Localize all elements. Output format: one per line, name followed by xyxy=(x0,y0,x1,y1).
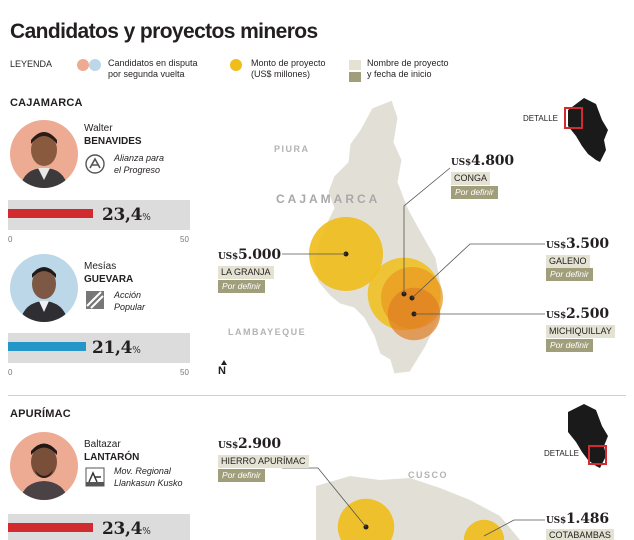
candidate-portrait-icon xyxy=(20,267,68,322)
candidate-portrait-icon xyxy=(20,443,68,500)
project-name-galeno: GALENO xyxy=(546,255,590,268)
project-amount-la-granja: US$5.000 xyxy=(218,247,281,263)
legend-date-swatch xyxy=(349,72,361,82)
project-date-conga: Por definir xyxy=(451,186,498,199)
project-amount-hierro-apurimac: US$2.900 xyxy=(218,436,281,452)
avatar-mesias-guevara xyxy=(10,254,78,322)
legend-blue-dot xyxy=(89,59,101,71)
axis-min: 0 xyxy=(8,368,13,377)
project-amount-michiquillay: US$2.500 xyxy=(546,306,609,322)
avatar-baltazar-lantaron xyxy=(10,432,78,500)
peru-detail-icon xyxy=(568,404,608,468)
leader-line-hierro xyxy=(282,467,367,528)
leader-line-cotabambas xyxy=(483,519,545,537)
project-amount-cotabambas: US$1.486 xyxy=(546,511,609,527)
project-amount-conga: US$4.800 xyxy=(451,153,514,169)
map-label-piura: PIURA xyxy=(274,144,310,154)
region-title-cajamarca: CAJAMARCA xyxy=(10,97,83,109)
candidate-party: Acción Popular xyxy=(114,290,146,312)
candidate-first-name: Walter xyxy=(84,123,113,134)
legend-gold-dot xyxy=(230,59,242,71)
map-label-lambayeque: LAMBAYEQUE xyxy=(228,327,307,337)
alianza-logo-icon xyxy=(85,154,105,174)
detalle-label: DETALLE xyxy=(523,114,558,123)
north-arrow-icon: N xyxy=(218,360,227,377)
legend-amount-text: Monto de proyecto (US$ millones) xyxy=(251,58,326,79)
vote-bar-fill xyxy=(8,523,93,532)
project-date-hierro-apurimac: Por definir xyxy=(218,469,265,482)
project-date-la-granja: Por definir xyxy=(218,280,265,293)
candidate-first-name: Mesías xyxy=(84,261,117,272)
project-date-michiquillay: Por definir xyxy=(546,339,593,352)
vote-value: 23,4% xyxy=(102,519,151,539)
candidate-last-name: BENAVIDES xyxy=(84,136,142,147)
axis-min: 0 xyxy=(8,235,13,244)
project-name-conga: CONGA xyxy=(451,172,491,185)
project-name-cotabambas: COTABAMBAS xyxy=(546,529,614,540)
leader-line-galeno xyxy=(411,243,545,299)
project-name-hierro-apurimac: HIERRO APURÍMAC xyxy=(218,455,309,468)
map-label-cajamarca: CAJAMARCA xyxy=(276,192,381,206)
project-name-michiquillay: MICHIQUILLAY xyxy=(546,325,615,338)
candidate-last-name: GUEVARA xyxy=(84,274,134,285)
peru-detail-icon xyxy=(568,98,608,162)
page-title: Candidatos y proyectos mineros xyxy=(10,20,318,43)
legend-name-swatch xyxy=(349,60,361,70)
vote-value: 23,4% xyxy=(102,205,151,225)
axis-max: 50 xyxy=(180,368,189,377)
vote-bar-background: 23,4% xyxy=(8,514,190,540)
vote-bar-background: 23,4% xyxy=(8,200,190,230)
region-title-apurimac: APURÍMAC xyxy=(10,408,71,420)
legend-project-text: Nombre de proyecto y fecha de inicio xyxy=(367,58,449,79)
candidate-portrait-icon xyxy=(20,132,68,188)
vote-value: 21,4% xyxy=(92,338,141,358)
vote-bar-fill xyxy=(8,342,86,351)
section-divider xyxy=(8,395,626,396)
legend-candidates-text: Candidatos en disputa por segunda vuelta xyxy=(108,58,198,79)
avatar-walter-benavides xyxy=(10,120,78,188)
leader-line-conga xyxy=(403,167,451,294)
map-label-cusco: CUSCO xyxy=(408,470,449,480)
accion-popular-logo-icon xyxy=(85,290,105,310)
project-amount-galeno: US$3.500 xyxy=(546,236,609,252)
project-date-galeno: Por definir xyxy=(546,268,593,281)
candidate-party: Alianza para el Progreso xyxy=(114,153,165,175)
vote-bar-background: 21,4% xyxy=(8,333,190,363)
detail-box-icon xyxy=(564,107,583,129)
candidate-first-name: Baltazar xyxy=(84,439,121,450)
legend-salmon-dot xyxy=(77,59,89,71)
vote-bar-fill xyxy=(8,209,93,218)
project-name-la-granja: LA GRANJA xyxy=(218,266,274,279)
detail-box-icon xyxy=(588,445,607,465)
bubble-cotabambas xyxy=(463,519,505,540)
candidate-party: Mov. Regional Llankasun Kusko xyxy=(114,466,183,488)
candidate-last-name: LANTARÓN xyxy=(84,452,140,463)
legend-label: LEYENDA xyxy=(10,59,53,69)
detalle-label: DETALLE xyxy=(544,449,579,458)
axis-max: 50 xyxy=(180,235,189,244)
llankasun-logo-icon xyxy=(85,467,105,487)
